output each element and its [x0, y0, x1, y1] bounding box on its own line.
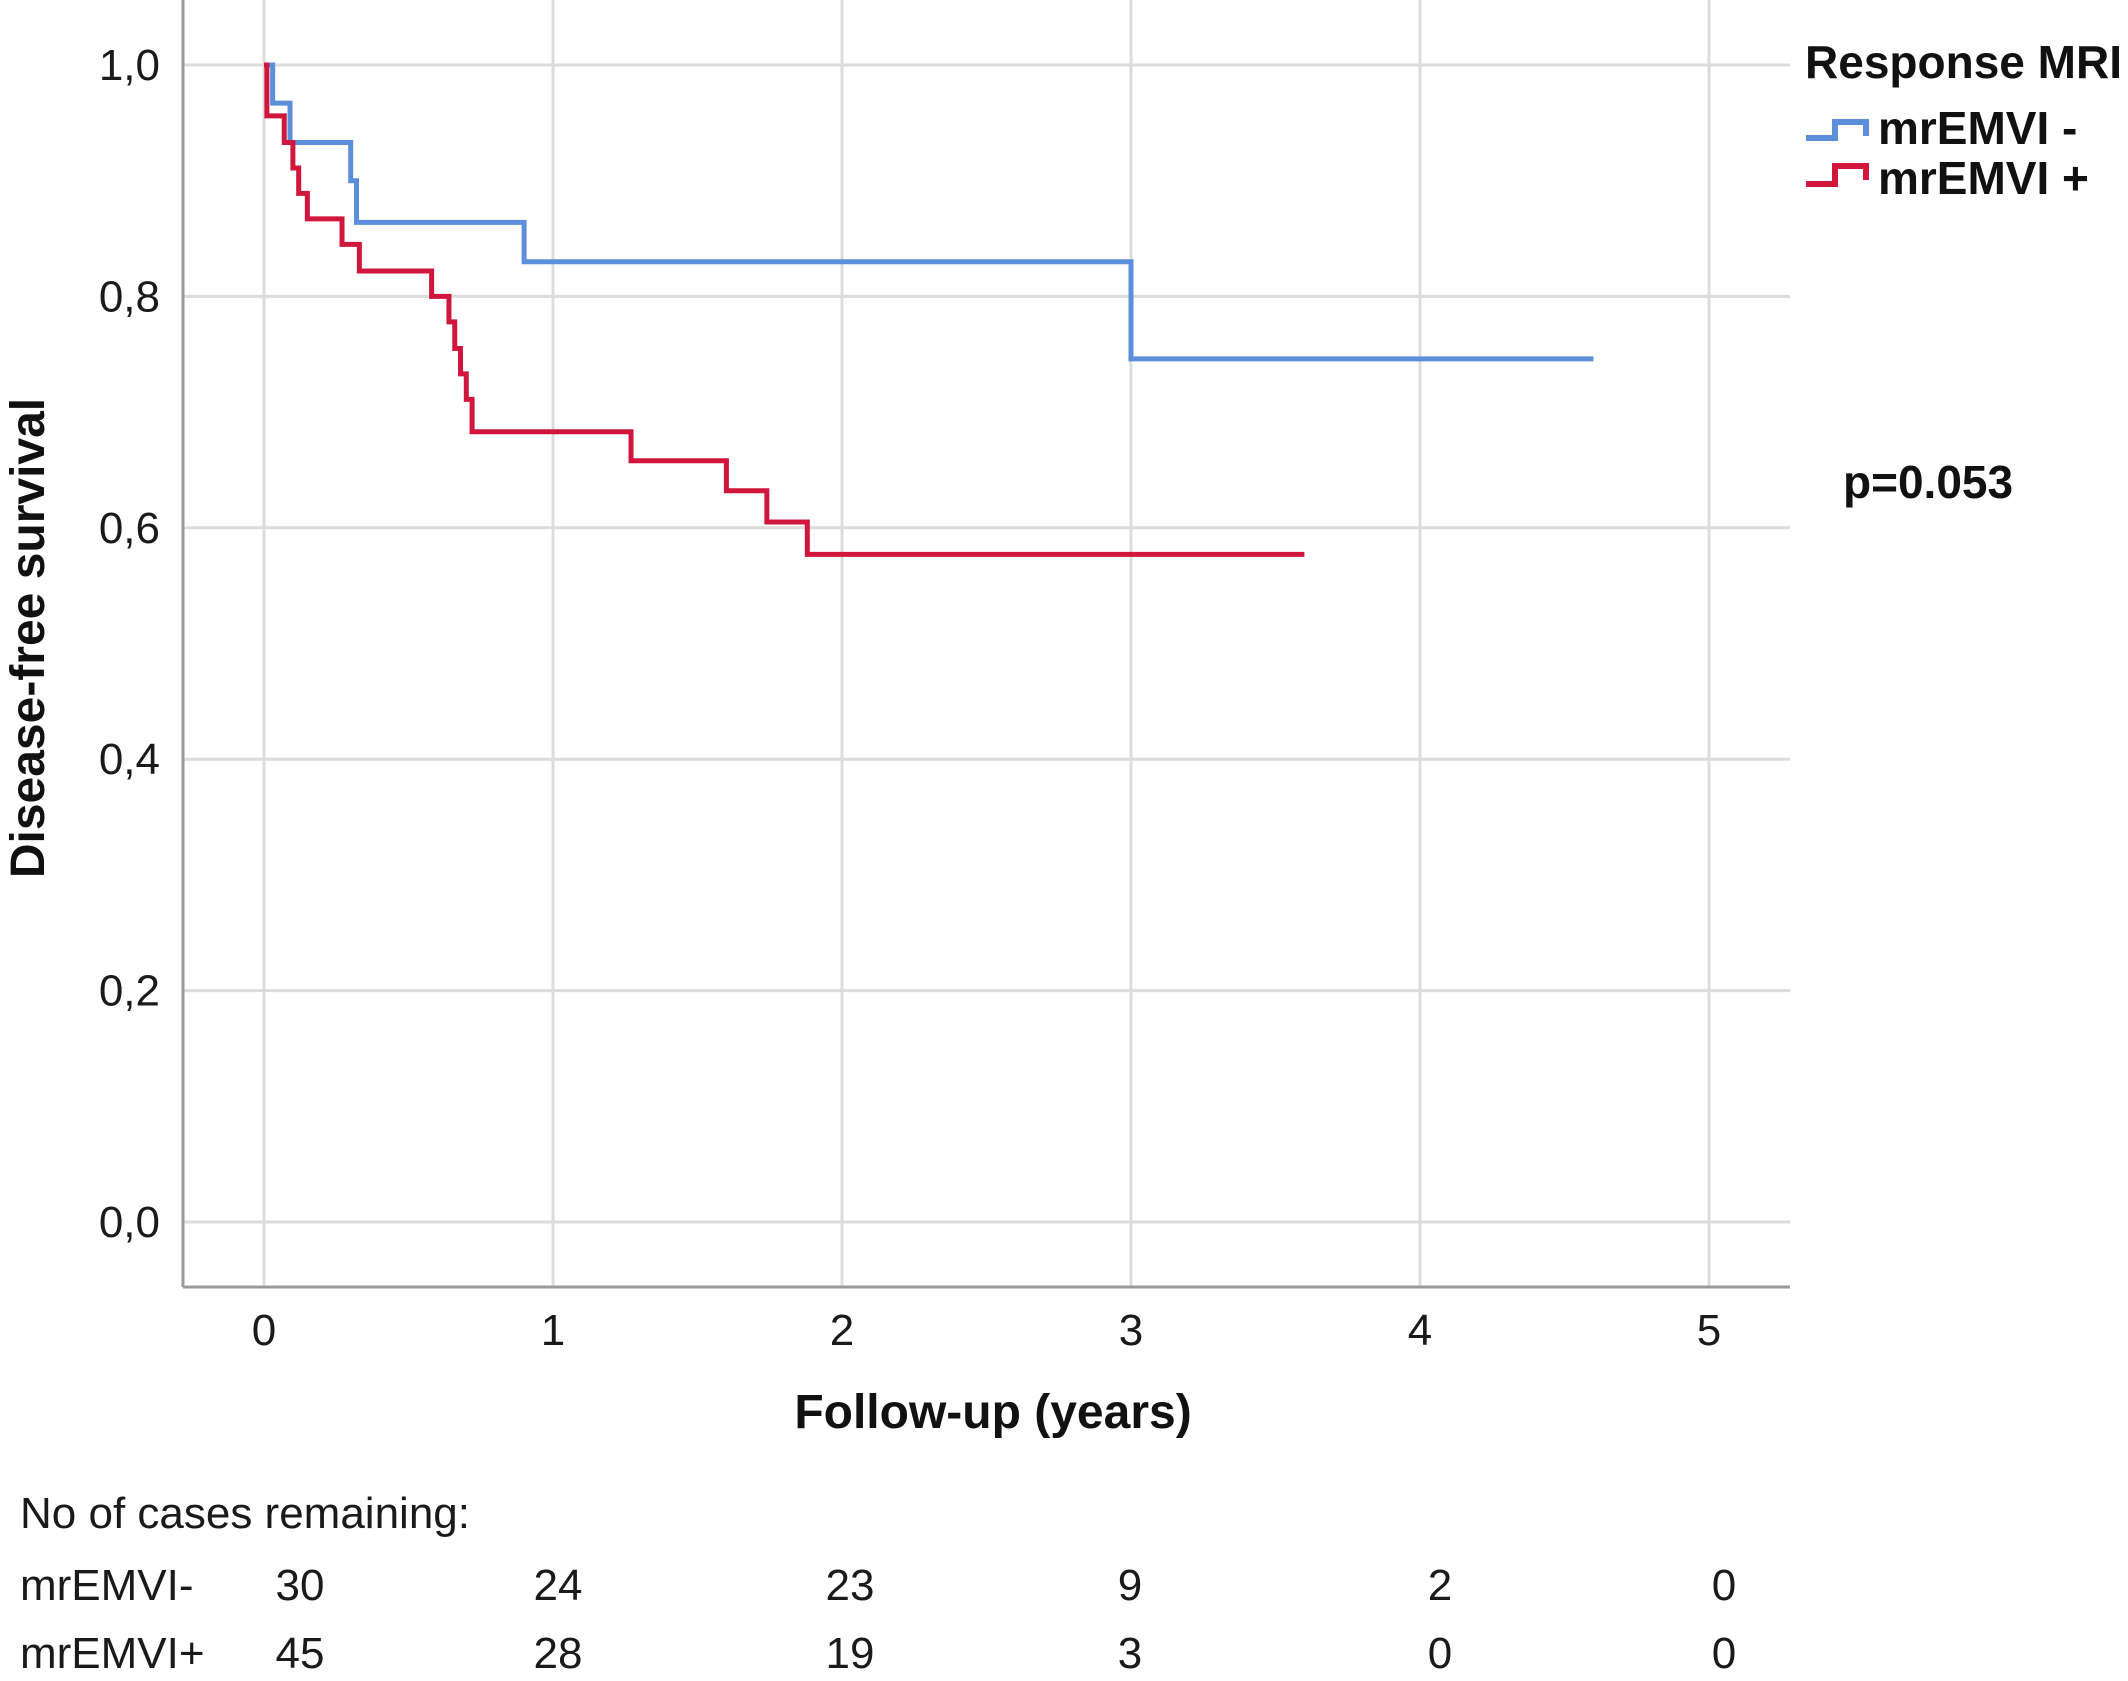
x-tick-label: 4: [1408, 1306, 1432, 1355]
risk-table-cell: 24: [534, 1561, 583, 1610]
legend-swatch-mremvi-pos: [1806, 163, 1869, 187]
risk-table-cell: 19: [826, 1629, 875, 1678]
risk-table-cell: 9: [1118, 1561, 1142, 1610]
x-tick-label: 5: [1697, 1306, 1721, 1355]
legend-label-mremvi-neg: mrEMVI -: [1878, 102, 2077, 154]
risk-table-cell: 23: [826, 1561, 875, 1610]
risk-table-cell: 0: [1712, 1629, 1736, 1678]
x-tick-label: 0: [252, 1306, 276, 1355]
risk-table: No of cases remaining: mrEMVI- mrEMVI+ 3…: [20, 1489, 1736, 1678]
y-tick-label: 0,2: [99, 967, 160, 1016]
risk-row-label-mremvi-neg: mrEMVI-: [20, 1561, 194, 1610]
risk-table-cell: 2: [1428, 1561, 1452, 1610]
risk-table-cell: 0: [1428, 1629, 1452, 1678]
y-tick-label: 0,6: [99, 504, 160, 553]
y-axis-title: Disease-free survival: [2, 398, 55, 878]
risk-table-values: 30 24 23 9 2 045 28 19 3 0 0: [276, 1561, 1737, 1678]
x-axis-title: Follow-up (years): [794, 1386, 1191, 1439]
risk-row-label-mremvi-pos: mrEMVI+: [20, 1629, 205, 1678]
risk-table-cell: 30: [276, 1561, 325, 1610]
x-tick-label: 2: [830, 1306, 854, 1355]
legend-title: Response MRI: [1805, 36, 2122, 88]
axes: [181, 0, 1790, 1289]
survival-curves: [264, 62, 1594, 557]
risk-table-title: No of cases remaining:: [20, 1489, 470, 1538]
x-tick-label: 1: [541, 1306, 565, 1355]
y-tick-labels: 0,0 0,2 0,4 0,6 0,8 1,0: [99, 41, 160, 1247]
p-value-annotation: p=0.053: [1843, 456, 2013, 508]
y-tick-label: 0,4: [99, 735, 160, 784]
series-line-mremvi-pos: [264, 62, 1305, 557]
x-tick-labels: 0 1 2 3 4 5: [252, 1306, 1721, 1355]
legend-swatch-mremvi-neg: [1806, 119, 1869, 141]
y-tick-label: 1,0: [99, 41, 160, 90]
risk-table-cell: 45: [276, 1629, 325, 1678]
risk-table-cell: 3: [1118, 1629, 1142, 1678]
x-tick-label: 3: [1119, 1306, 1143, 1355]
risk-table-cell: 0: [1712, 1561, 1736, 1610]
legend: Response MRI mrEMVI - mrEMVI +: [1805, 36, 2122, 204]
risk-table-cell: 28: [534, 1629, 583, 1678]
y-tick-label: 0,0: [99, 1198, 160, 1247]
y-tick-label: 0,8: [99, 272, 160, 321]
series-line-mremvi-neg: [264, 62, 1594, 362]
grid-lines: [183, 0, 1790, 1287]
legend-label-mremvi-pos: mrEMVI +: [1878, 152, 2089, 204]
